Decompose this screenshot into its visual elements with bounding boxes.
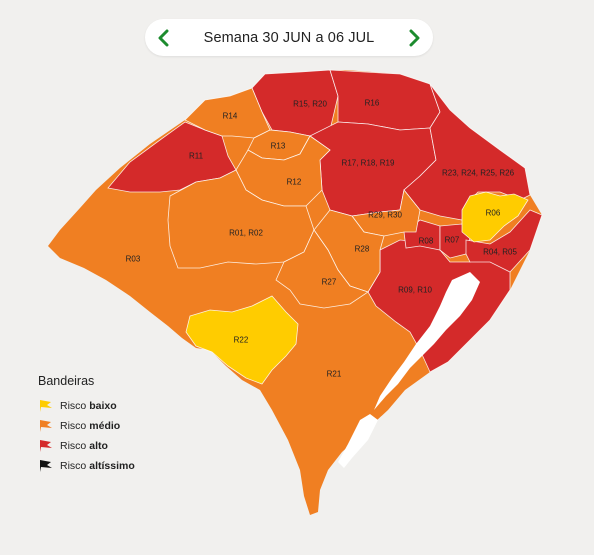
week-selector: Semana 30 JUN a 06 JUL	[145, 19, 433, 56]
flag-icon	[40, 460, 52, 472]
region-R09_R10[interactable]	[367, 239, 511, 373]
legend: Bandeiras Risco baixo Risco médio Risco alt…	[38, 374, 135, 476]
region-R11[interactable]	[107, 121, 237, 193]
legend-item-prefix: Risco	[60, 440, 87, 452]
region-R27[interactable]	[275, 229, 369, 309]
legend-item-level: médio	[89, 420, 121, 432]
legend-item-alto: Risco alto	[38, 436, 135, 456]
legend-item-level: baixo	[89, 400, 117, 412]
legend-item-level: altíssimo	[89, 460, 135, 472]
legend-item-baixo: Risco baixo	[38, 396, 135, 416]
legend-item-medio: Risco médio	[38, 416, 135, 436]
legend-item-prefix: Risco	[60, 400, 87, 412]
flag-icon	[40, 440, 52, 452]
region-R16[interactable]	[329, 69, 441, 131]
legend-item-level: alto	[89, 440, 108, 452]
lagoon-mirim	[338, 414, 378, 468]
legend-item-prefix: Risco	[60, 460, 87, 472]
chevron-left-icon	[158, 29, 169, 46]
flag-icon	[40, 420, 52, 432]
legend-title: Bandeiras	[38, 374, 95, 388]
week-label: Semana 30 JUN a 06 JUL	[203, 29, 375, 46]
legend-item-altissimo: Risco altíssimo	[38, 456, 135, 476]
next-week-button[interactable]	[397, 19, 433, 56]
region-R04_R05[interactable]	[465, 209, 543, 273]
flag-icon	[40, 400, 52, 412]
region-R06[interactable]	[461, 191, 529, 243]
lagoon	[374, 272, 480, 410]
legend-item-prefix: Risco	[60, 420, 87, 432]
chevron-right-icon	[409, 29, 420, 46]
region-R22[interactable]	[185, 295, 299, 385]
prev-week-button[interactable]	[145, 19, 181, 56]
